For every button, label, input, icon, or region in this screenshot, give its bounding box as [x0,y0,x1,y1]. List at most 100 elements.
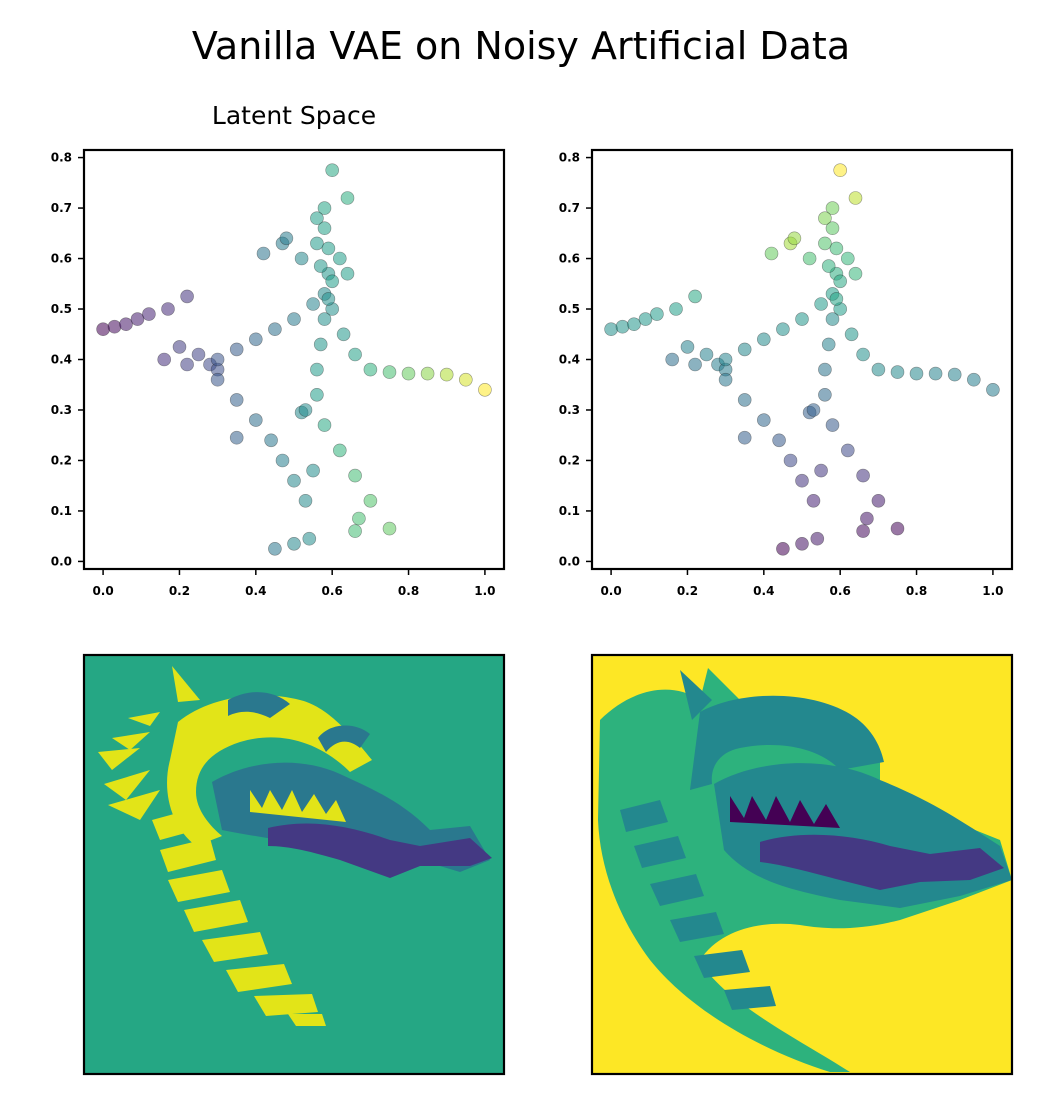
scatter-point [249,413,263,427]
x-tick-label: 0.2 [677,584,698,598]
scatter-point [638,312,653,326]
scatter-point [871,362,886,377]
scatter-point [825,221,840,235]
axis-ticks-left: 0.0 0.2 0.4 0.6 0.8 1.0 0.0 0.1 0.2 0.3 0.4 0.5 0.6 0… [51,151,496,598]
scatter-point [268,541,282,556]
scatter-point [336,327,351,342]
scatter-point [340,191,355,205]
scatter-point [302,531,317,546]
scatter-point [737,393,752,407]
scatter-point [856,347,870,362]
scatter-point [249,332,263,347]
y-tick-label: 0.8 [51,151,72,165]
y-tick-label: 0.3 [559,403,580,417]
scatter-point [966,372,981,387]
axes-frame-right [590,148,1014,571]
scatter-point [119,317,133,332]
scatter-point [142,307,156,321]
scatter-point [795,312,809,326]
scatter-point [287,536,301,551]
scatter-point [401,366,416,381]
scatter-point [627,317,641,332]
scatter-point [279,231,294,246]
scatter-point [688,289,702,304]
x-tick-label: 0.6 [830,584,851,598]
x-tick-label: 1.0 [982,584,1003,598]
scatter-point [818,362,832,377]
scatter-point [325,274,340,289]
y-tick-label: 0.1 [559,504,580,518]
x-tick-label: 0.2 [169,584,190,598]
scatter-point [210,352,225,367]
scatter-point [783,453,798,468]
scatter-point [180,357,194,372]
scatter-point [680,340,695,354]
scatter-point [787,231,802,246]
scatter-point [310,387,324,402]
scatter-point [840,443,855,458]
scatter-point [818,211,832,225]
scatter-point [825,312,840,326]
scatter-point [313,259,328,273]
scatter-points-right [604,163,1000,556]
scatter-point [310,211,324,225]
scatter-point [310,362,324,377]
scatter-point [210,372,225,387]
scatter-point [825,418,840,432]
latent-space-title: Latent Space [212,101,376,130]
y-tick-label: 0.7 [51,201,72,215]
scatter-point [814,297,828,311]
scatter-point [856,468,870,483]
scatter-point [806,403,821,417]
y-tick-label: 0.5 [51,302,72,316]
scatter-point [718,372,733,387]
scatter-point [856,524,870,538]
scatter-point [348,347,362,362]
colored-scatter: 0.0 0.2 0.4 0.6 0.8 1.0 0.0 0.1 0.2 0.3 0.4 0.5 0.6 0… [559,148,1014,598]
scatter-point [264,433,278,448]
scatter-point [321,241,336,256]
scatter-point [332,251,347,266]
scatter-point [776,322,790,337]
image-frame-right [590,653,1014,1076]
scatter-point [363,493,378,508]
scatter-point [348,524,362,538]
scatter-point [860,511,874,526]
scatter-point [764,246,779,261]
scatter-point [287,473,301,488]
scatter-point [848,266,863,281]
scatter-point [928,366,943,381]
scatter-point [96,322,110,337]
axis-ticks-right: 0.0 0.2 0.4 0.6 0.8 1.0 0.0 0.1 0.2 0.3 0.4 0.5 0.6 0… [559,151,1004,598]
scatter-point [107,319,122,334]
scatter-point [844,327,859,342]
scatter-point [814,463,828,478]
x-tick-label: 0.8 [398,584,419,598]
dragon-reconstruction-image [84,655,504,1074]
scatter-point [756,332,771,347]
y-tick-label: 0.1 [51,504,72,518]
scatter-point [833,274,848,289]
scatter-point [890,365,905,379]
x-tick-label: 0.4 [753,584,774,598]
scatter-point [737,430,752,445]
scatter-point [130,312,145,326]
scatter-point [317,201,332,215]
scatter-point [458,372,473,387]
scatter-point [298,403,313,417]
x-tick-label: 0.0 [92,584,113,598]
scatter-point [363,362,378,377]
scatter-point [821,259,836,273]
y-tick-label: 0.6 [559,252,580,266]
scatter-point [699,347,714,362]
image-frame-left [82,653,506,1076]
dragon-original-image [592,655,1012,1074]
scatter-point [229,342,244,357]
scatter-point [229,430,244,445]
scatter-point [161,302,175,316]
scatter-point [718,352,733,367]
y-tick-label: 0.2 [559,453,580,467]
x-tick-label: 1.0 [474,584,495,598]
scatter-point [172,340,187,354]
